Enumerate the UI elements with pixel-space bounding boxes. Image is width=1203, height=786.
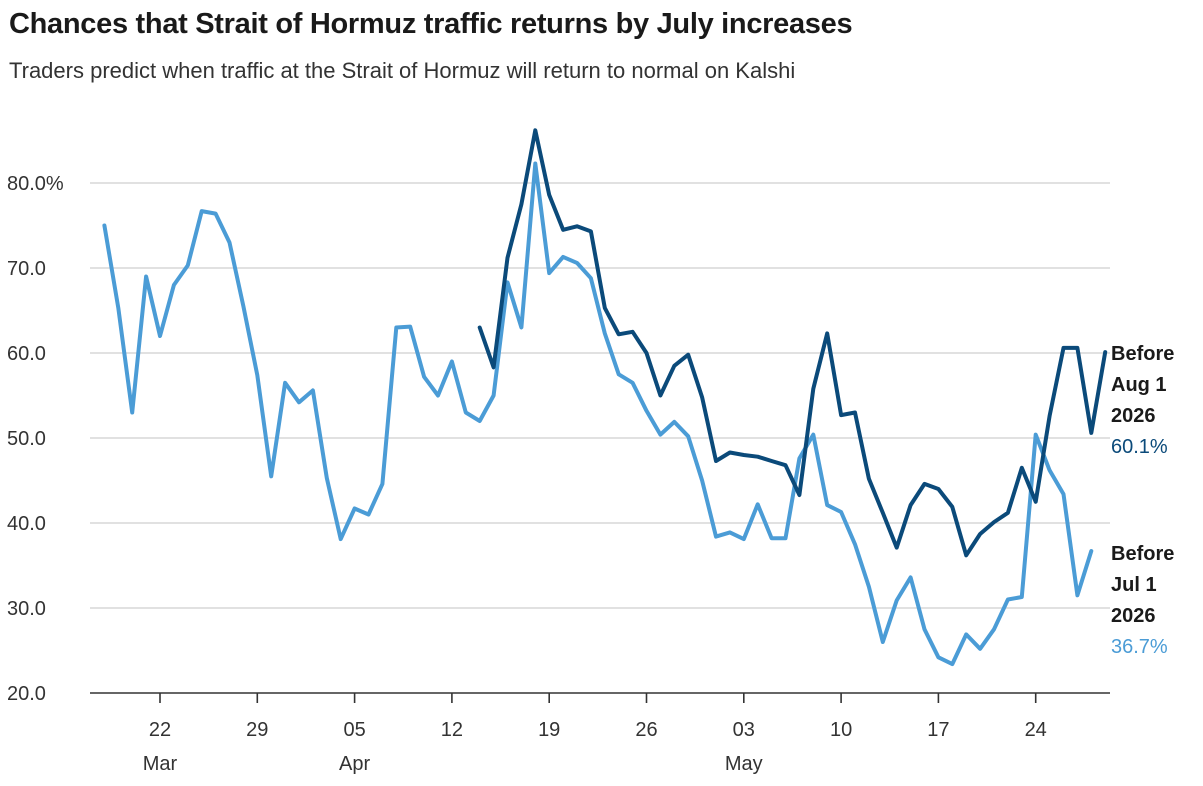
series-label: Before: [1111, 543, 1174, 565]
x-tick-label: 05: [343, 719, 365, 741]
chart-subtitle: Traders predict when traffic at the Stra…: [9, 58, 796, 83]
x-month-label: Mar: [143, 753, 178, 775]
gridlines: [90, 182, 1110, 694]
y-tick-label: 40.0: [7, 513, 46, 535]
x-tick-label: 17: [927, 719, 949, 741]
x-tick-label: 24: [1025, 719, 1047, 741]
series-label: 2026: [1111, 405, 1156, 427]
series-label: Jul 1: [1111, 574, 1157, 596]
x-month-label: Apr: [339, 753, 370, 775]
series-last-value: 36.7%: [1111, 636, 1168, 658]
y-tick-label: 50.0: [7, 428, 46, 450]
series-label: 2026: [1111, 605, 1156, 627]
x-tick-label: 03: [733, 719, 755, 741]
y-axis: 20.0 30.0 40.0 50.0 60.0 70.0 80.0%: [7, 173, 64, 705]
x-tick-label: 12: [441, 719, 463, 741]
x-tick-label: 22: [149, 719, 171, 741]
y-tick-label: 20.0: [7, 683, 46, 705]
x-tick-label: 29: [246, 719, 268, 741]
series-label: Before: [1111, 343, 1174, 365]
series-line: [102, 161, 1094, 667]
x-month-label: May: [725, 753, 763, 775]
series-end-labels: Before Aug 1 2026 60.1% Before Jul 1 2026 36.7%: [1111, 343, 1174, 658]
series-line: [477, 128, 1108, 558]
x-tick-label: 26: [635, 719, 657, 741]
y-tick-label: 30.0: [7, 598, 46, 620]
x-tick-label: 19: [538, 719, 560, 741]
x-tick-label: 10: [830, 719, 852, 741]
series-label: Aug 1: [1111, 374, 1167, 396]
series-lines: [102, 128, 1108, 667]
x-axis: 22 Mar 29 05 Apr 12 19 26 03 May 10 17 24: [143, 693, 1047, 775]
y-tick-label: 60.0: [7, 343, 46, 365]
chart-title: Chances that Strait of Hormuz traffic re…: [9, 8, 853, 40]
y-tick-label: 70.0: [7, 258, 46, 280]
y-tick-label: 80.0%: [7, 173, 64, 195]
series-last-value: 60.1%: [1111, 436, 1168, 458]
